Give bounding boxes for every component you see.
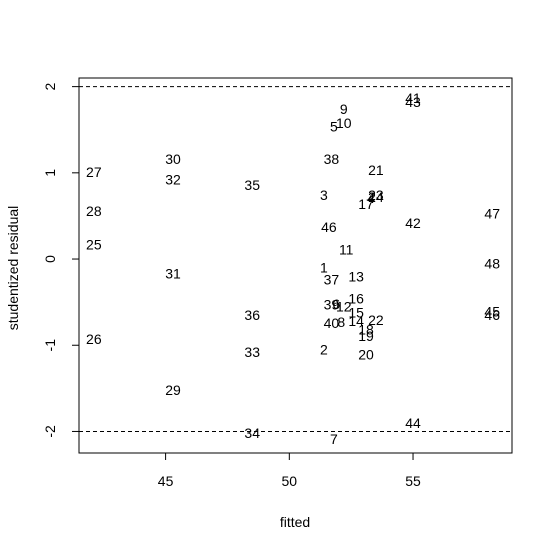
point-label: 46: [484, 307, 500, 323]
point-label: 3: [320, 187, 328, 203]
plot-area: [78, 77, 513, 454]
point-label: 47: [484, 205, 500, 221]
x-tick-label: 50: [282, 473, 298, 489]
point-label: 29: [165, 382, 181, 398]
x-tick-label: 55: [405, 473, 421, 489]
point-label: 41: [405, 90, 421, 106]
point-label: 43: [405, 94, 421, 110]
point-label: 35: [244, 177, 260, 193]
point-label: 7: [330, 431, 338, 447]
point-label: 5: [330, 118, 338, 134]
point-label: 34: [244, 425, 260, 441]
point-label: 10: [336, 115, 352, 131]
point-label: 22: [368, 312, 384, 328]
point-label: 48: [484, 255, 500, 271]
y-tick-label: 1: [42, 169, 58, 177]
point-label: 27: [86, 164, 102, 180]
point-label: 17: [358, 196, 374, 212]
point-label: 24: [368, 189, 384, 205]
point-label: 33: [244, 344, 260, 360]
point-label: 39: [324, 297, 340, 313]
point-label: 38: [324, 151, 340, 167]
point-label: 23: [368, 187, 384, 203]
point-label: 21: [368, 162, 384, 178]
point-label: 15: [348, 304, 364, 320]
point-label: 16: [348, 291, 364, 307]
point-label: 9: [340, 101, 348, 117]
point-label: 1: [320, 260, 328, 276]
point-label: 25: [86, 236, 102, 252]
y-axis: -2 -1 0 1 2: [42, 83, 79, 438]
plot-frame: [78, 77, 513, 454]
point-label: 8: [337, 314, 345, 330]
point-label: 36: [244, 307, 260, 323]
point-label: 46: [321, 219, 337, 235]
point-label: 40: [324, 315, 340, 331]
y-tick-label: -2: [42, 425, 58, 438]
point-label: 26: [86, 331, 102, 347]
point-label: 42: [405, 215, 421, 231]
x-axis-label: fitted: [280, 514, 310, 530]
point-label: 14: [348, 313, 364, 329]
point-label: 37: [324, 272, 340, 288]
point-label: 18: [358, 322, 374, 338]
point-label: 32: [165, 172, 181, 188]
x-tick-label: 45: [158, 473, 174, 489]
point-label: 44: [405, 415, 421, 431]
point-label: 4: [367, 190, 375, 206]
point-label: 31: [165, 266, 181, 282]
point-label: 30: [165, 151, 181, 167]
point-label: 11: [339, 242, 354, 258]
y-tick-label: 2: [42, 83, 58, 91]
y-axis-label: studentized residual: [5, 206, 21, 331]
point-label: 19: [358, 328, 374, 344]
x-axis: 45 50 55: [158, 453, 421, 489]
point-label: 13: [348, 268, 364, 284]
reference-lines: [79, 86, 512, 432]
y-tick-label: -1: [42, 339, 58, 352]
point-label: 45: [484, 304, 500, 320]
point-label: 6: [332, 296, 340, 312]
point-label: 28: [86, 203, 102, 219]
point-label: 2: [320, 342, 328, 358]
point-label: 20: [358, 347, 374, 363]
y-tick-label: 0: [42, 255, 58, 263]
point-label: 12: [336, 298, 352, 314]
point-labels: 123 4567891011121314151617181920212223242…: [86, 90, 500, 447]
